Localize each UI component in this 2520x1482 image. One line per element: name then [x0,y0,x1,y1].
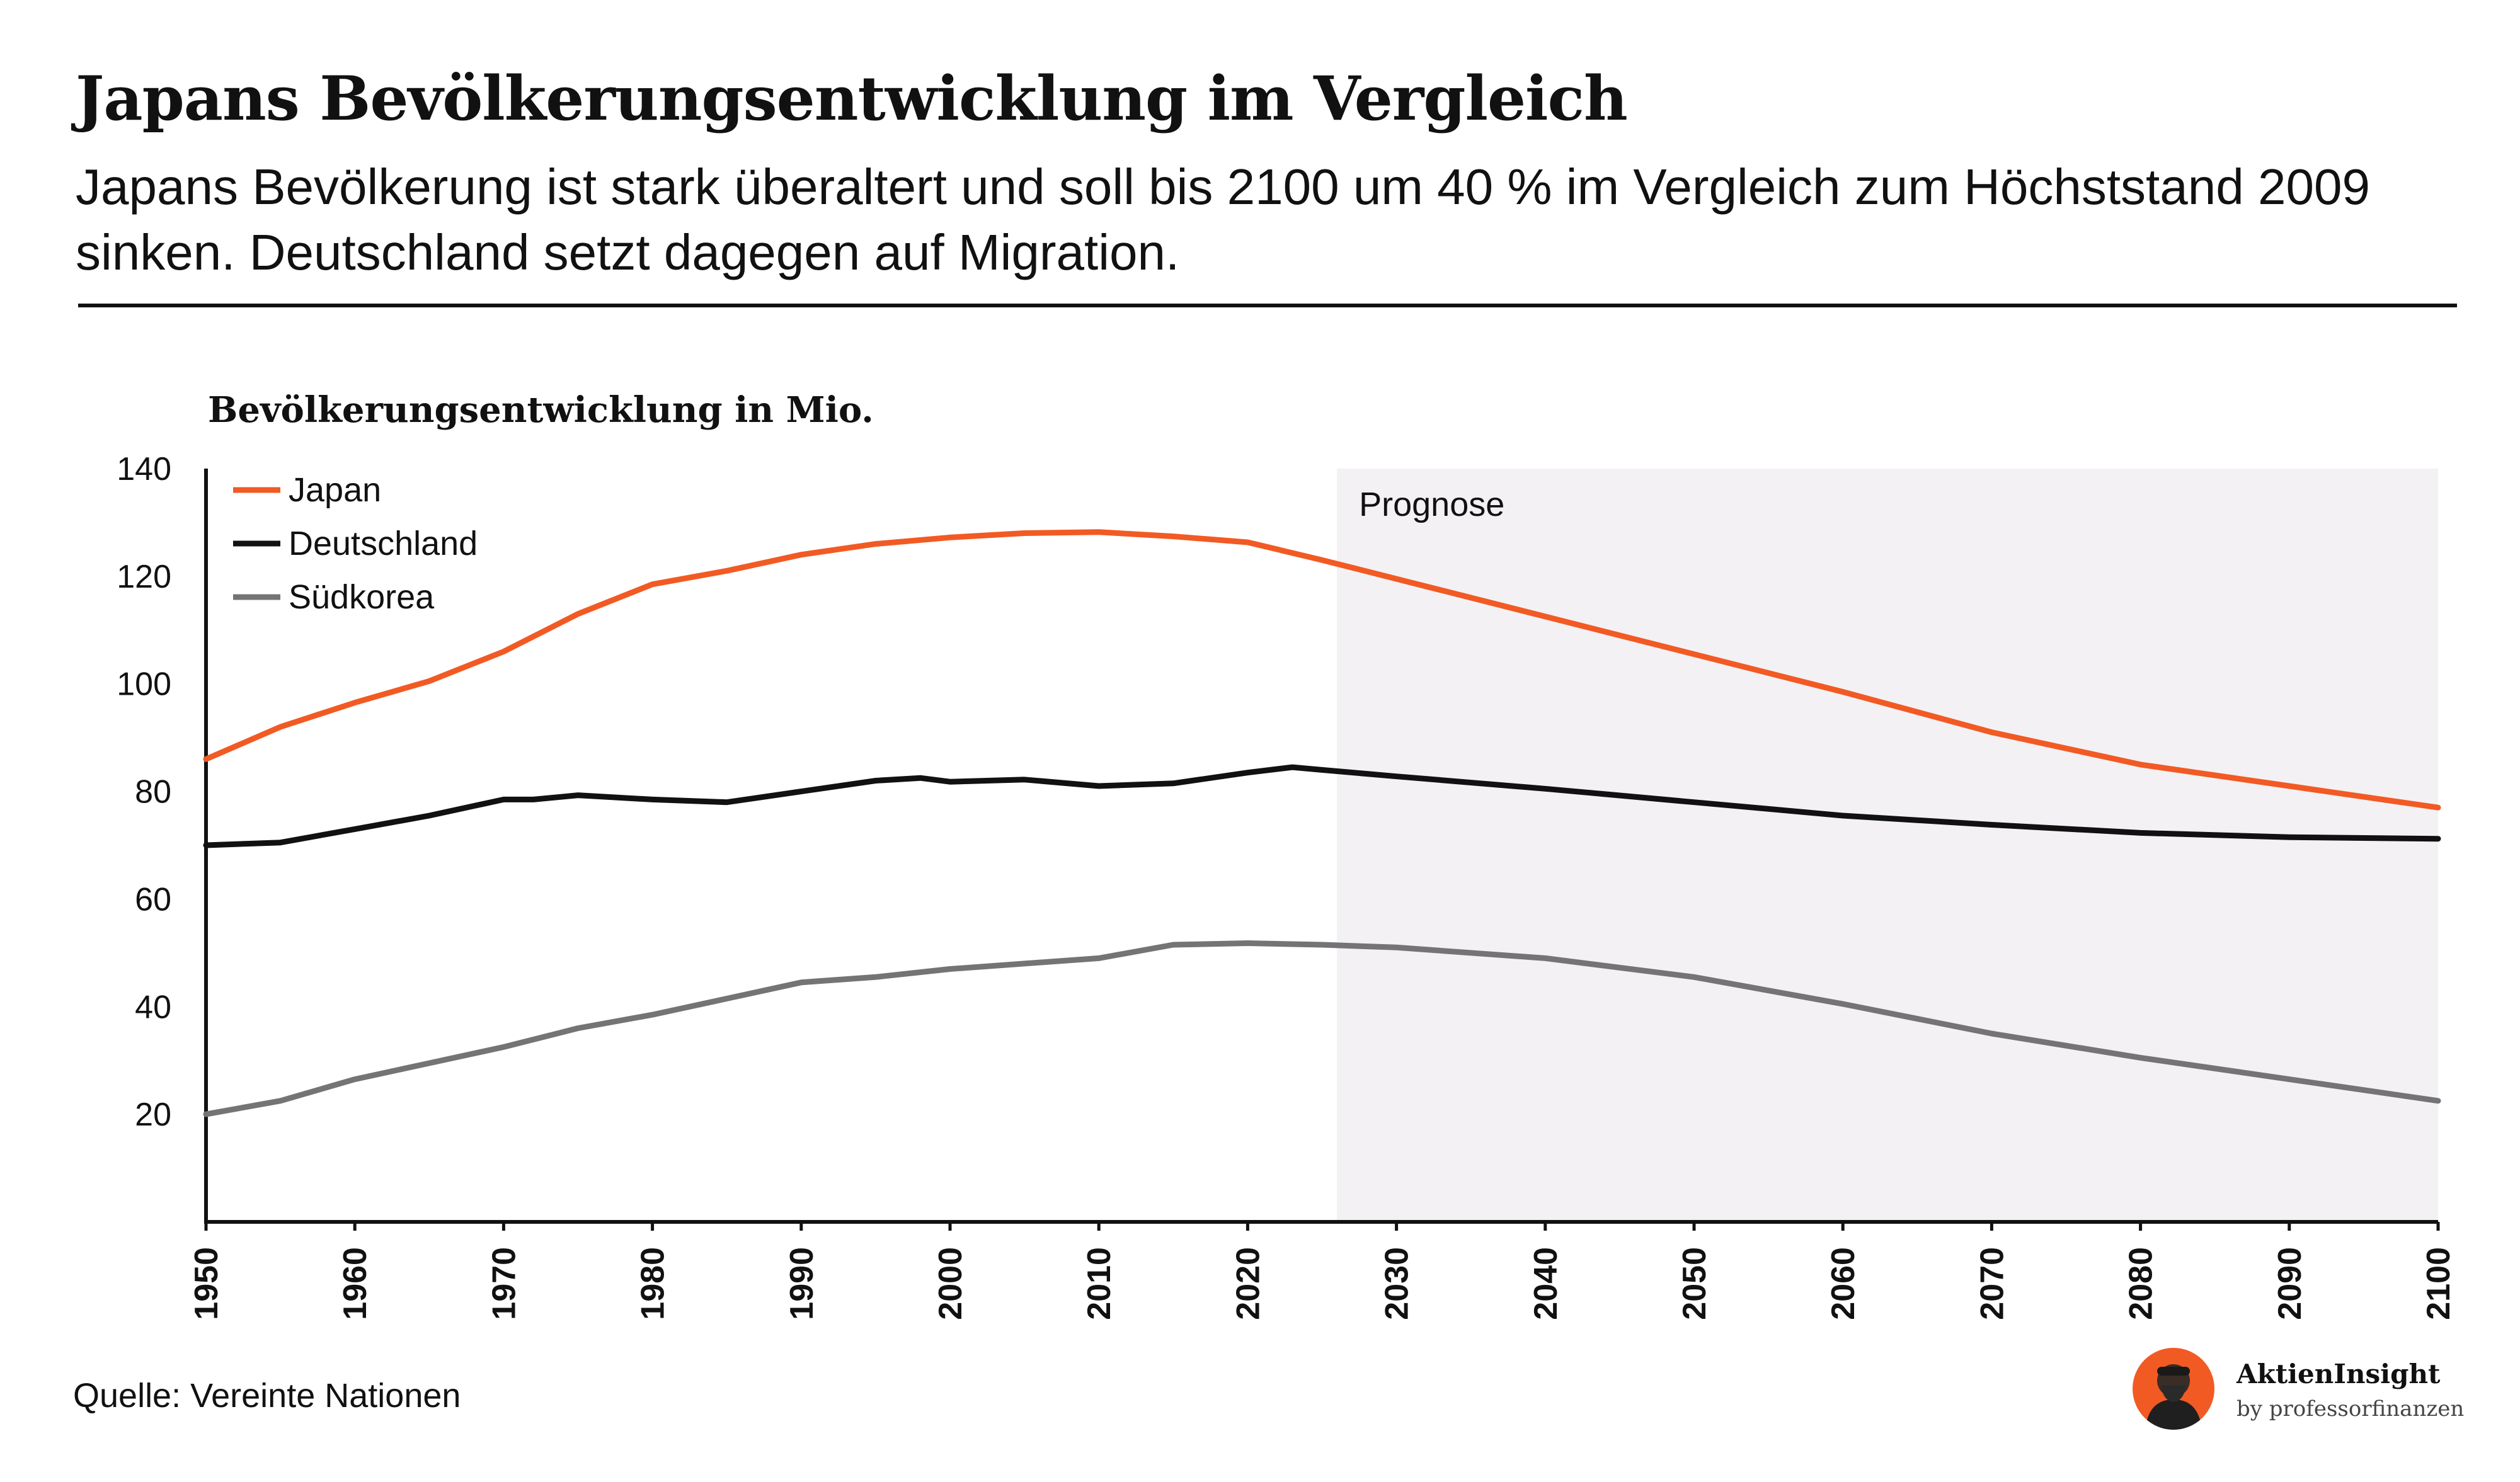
x-tick-label: 1960 [337,1247,374,1320]
y-tick-label: 100 [117,666,171,703]
y-tick-label: 140 [117,451,171,487]
x-tick-label: 2070 [1974,1247,2010,1320]
x-tick-label: 2090 [2272,1247,2308,1320]
legend-label: Südkorea [289,578,435,616]
y-tick-label: 40 [135,989,171,1025]
x-tick-label: 2100 [2420,1247,2457,1320]
forecast-region [1337,469,2438,1222]
brand-name: AktienInsight [2236,1359,2441,1389]
legend-label: Deutschland [289,525,478,562]
y-tick-label: 120 [117,559,171,595]
header-divider [78,304,2457,307]
series-line-deutschland [203,764,2441,848]
page-subtitle: Japans Bevölkerung ist stark überaltert … [76,159,2370,280]
y-tick-label: 60 [135,881,171,918]
page-title: Japans Bevölkerungsentwicklung im Vergle… [76,63,1628,134]
forecast-label: Prognose [1359,486,1504,523]
chart-title: Bevölkerungsentwicklung in Mio. [208,389,874,431]
source-note: Quelle: Vereinte Nationen [73,1377,461,1415]
x-tick-label: 2000 [932,1247,969,1320]
brand-avatar-icon [2133,1348,2214,1430]
x-tick-label: 2040 [1528,1247,1564,1320]
x-tick-label: 1980 [635,1247,672,1320]
x-tick-label: 2020 [1230,1247,1266,1320]
x-tick-label: 2050 [1676,1247,1713,1320]
x-tick-label: 2080 [2123,1247,2160,1320]
y-tick-label: 80 [135,774,171,811]
brand-subline: by professorfinanzen [2236,1396,2465,1422]
series-line-japan [203,529,2441,811]
x-tick-label: 2060 [1825,1247,1862,1320]
x-tick-label: 2010 [1081,1247,1118,1320]
x-tick-label: 1990 [784,1247,820,1320]
x-tick-label: 2030 [1379,1247,1416,1320]
x-tick-label: 1970 [486,1247,522,1320]
x-tick-label: 1950 [188,1247,225,1320]
series-line-südkorea [203,940,2441,1117]
legend-label: Japan [289,471,381,509]
brand-badge: AktienInsight by professorfinanzen [2133,1345,2485,1439]
y-tick-label: 20 [135,1097,171,1133]
